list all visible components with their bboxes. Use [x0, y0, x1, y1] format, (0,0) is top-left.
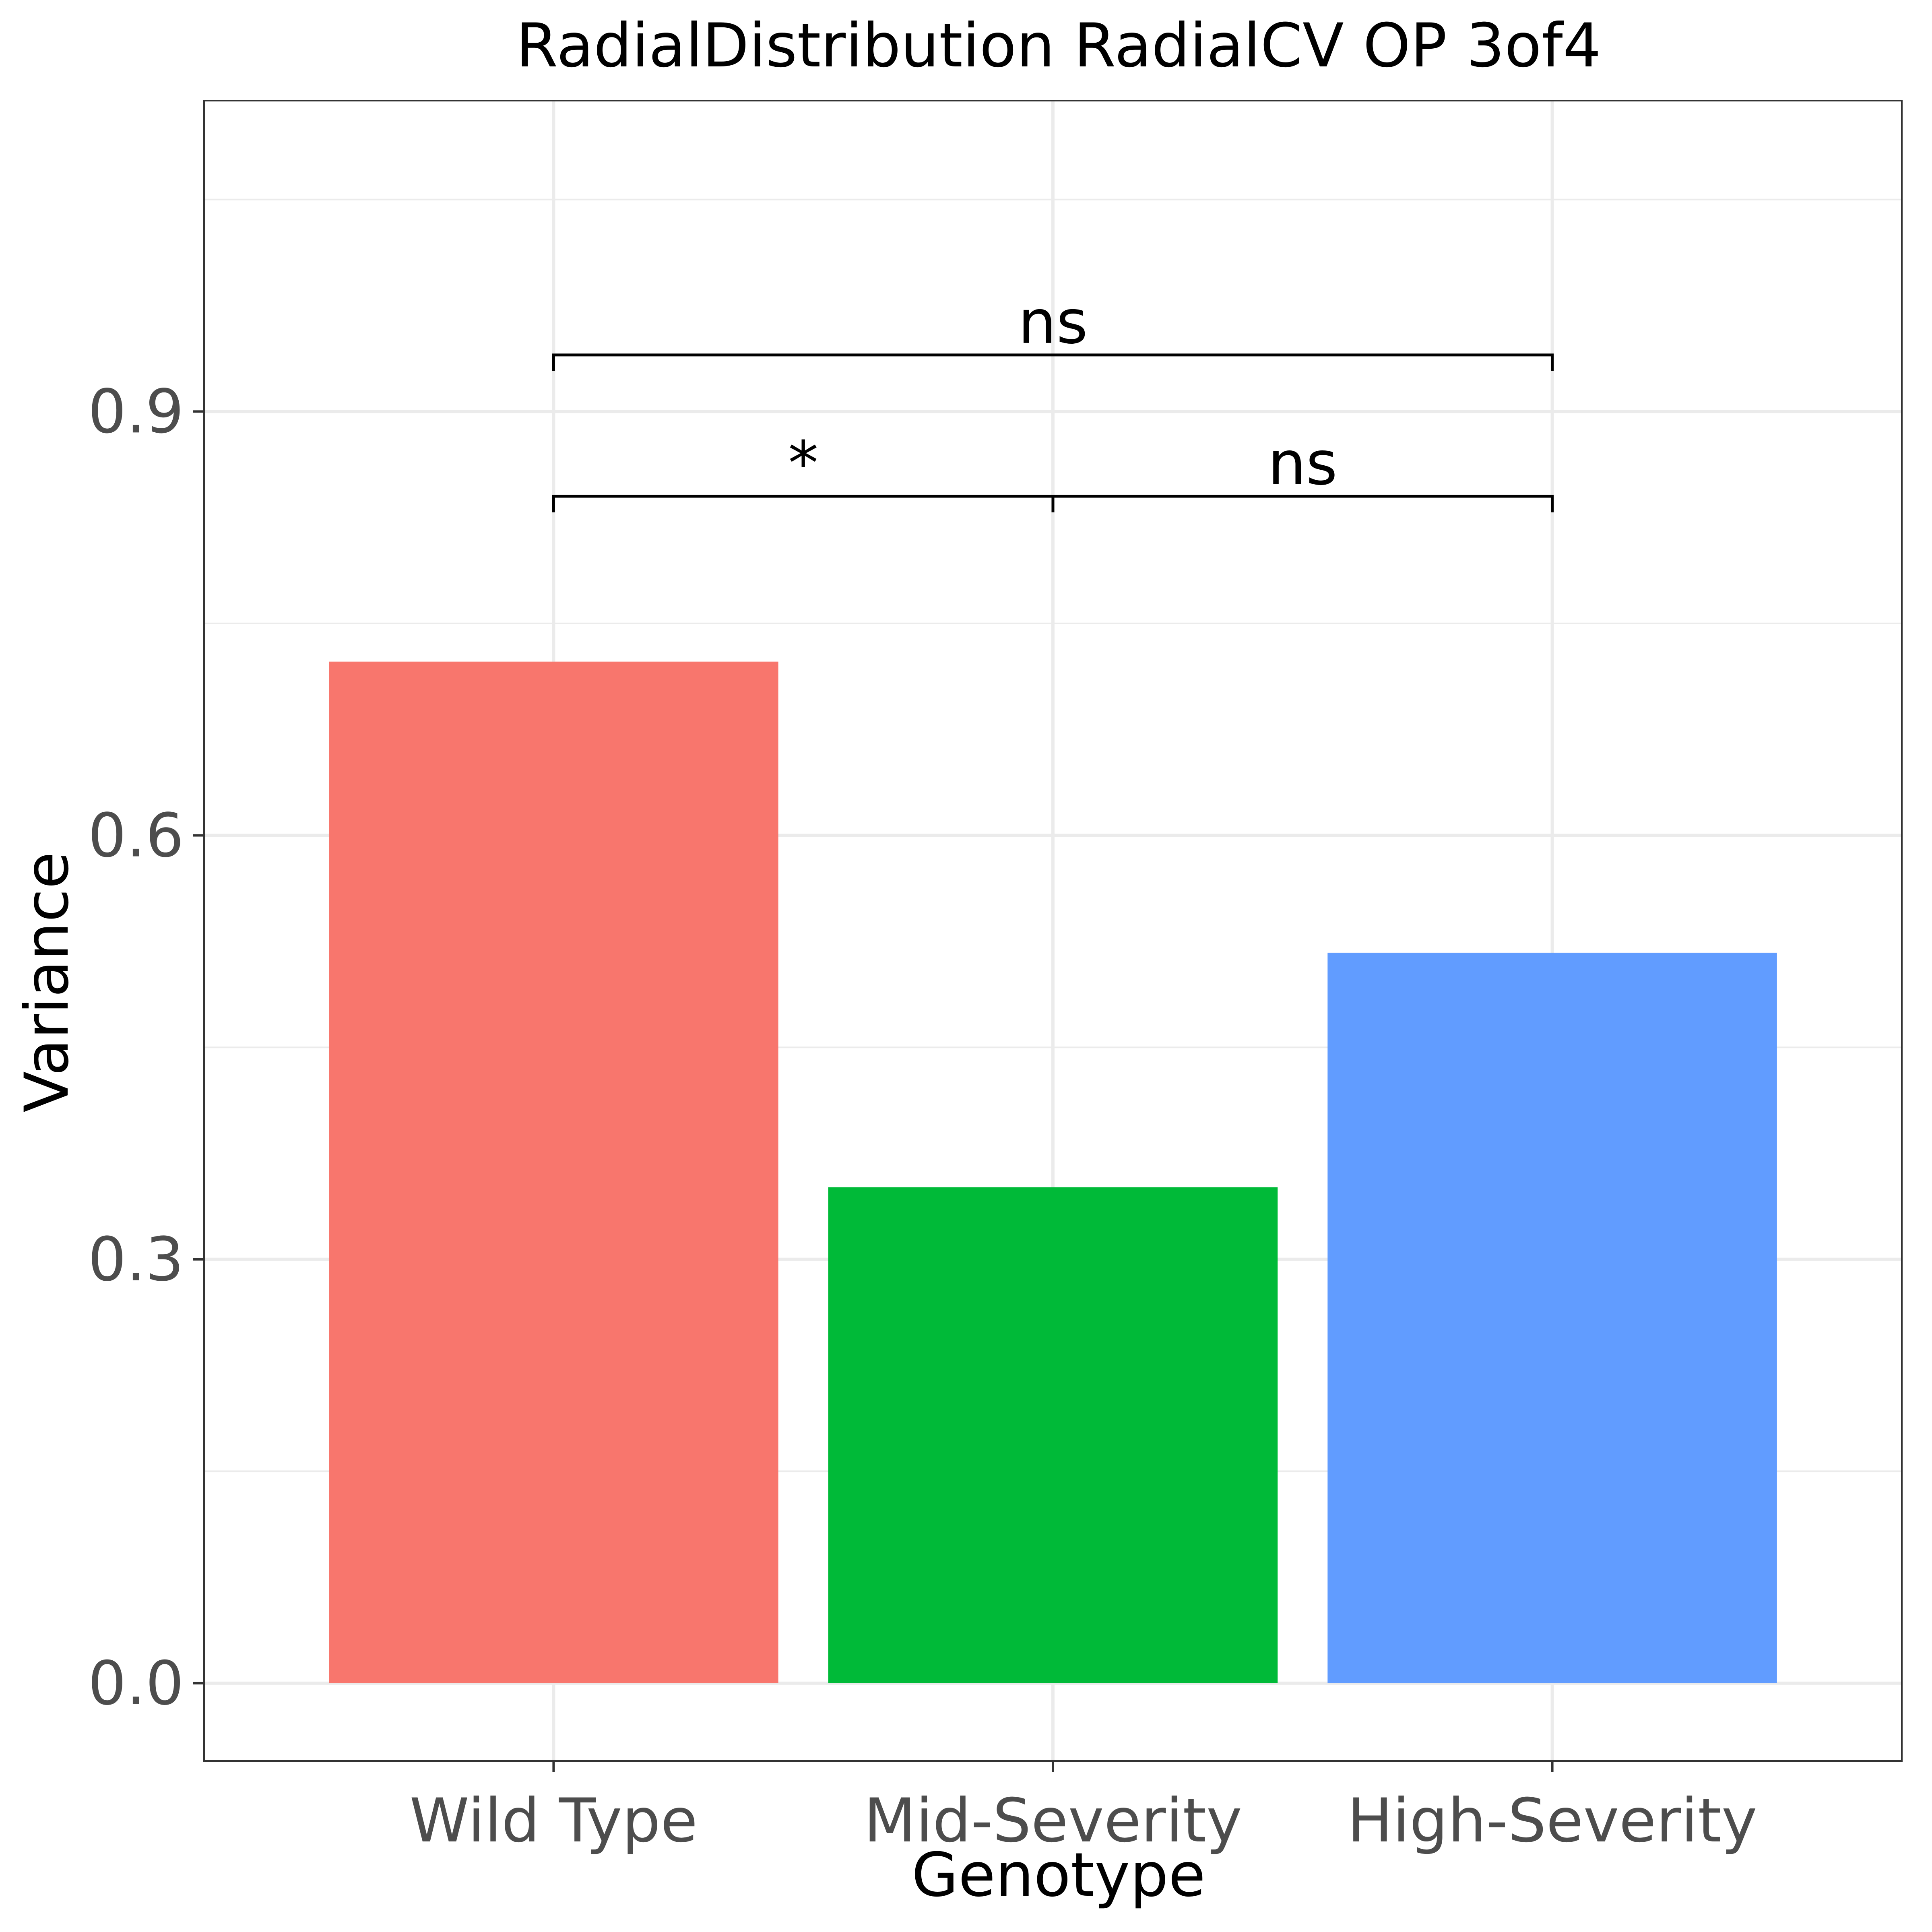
bar	[329, 661, 778, 1683]
x-tick-label: Mid-Severity	[864, 1786, 1242, 1856]
significance-bracket	[552, 353, 1554, 371]
significance-label: ns	[1018, 287, 1088, 357]
y-tick-label: 0.3	[88, 1225, 184, 1295]
bar	[1327, 952, 1777, 1683]
significance-label: *	[788, 429, 818, 499]
x-tick-label: Wild Type	[410, 1786, 698, 1856]
significance-label: ns	[1268, 429, 1338, 499]
y-tick-label: 0.6	[88, 801, 184, 871]
bar	[828, 1187, 1278, 1683]
y-tick-label: 0.0	[88, 1649, 184, 1719]
y-axis-title: Variance	[12, 852, 82, 1113]
y-tick-label: 0.9	[88, 377, 184, 447]
x-axis-title: Genotype	[912, 1840, 1205, 1910]
x-tick-label: High-Severity	[1347, 1786, 1757, 1856]
chart-title: RadialDistribution RadialCV OP 3of4	[516, 11, 1601, 81]
significance-bracket	[1051, 495, 1554, 512]
